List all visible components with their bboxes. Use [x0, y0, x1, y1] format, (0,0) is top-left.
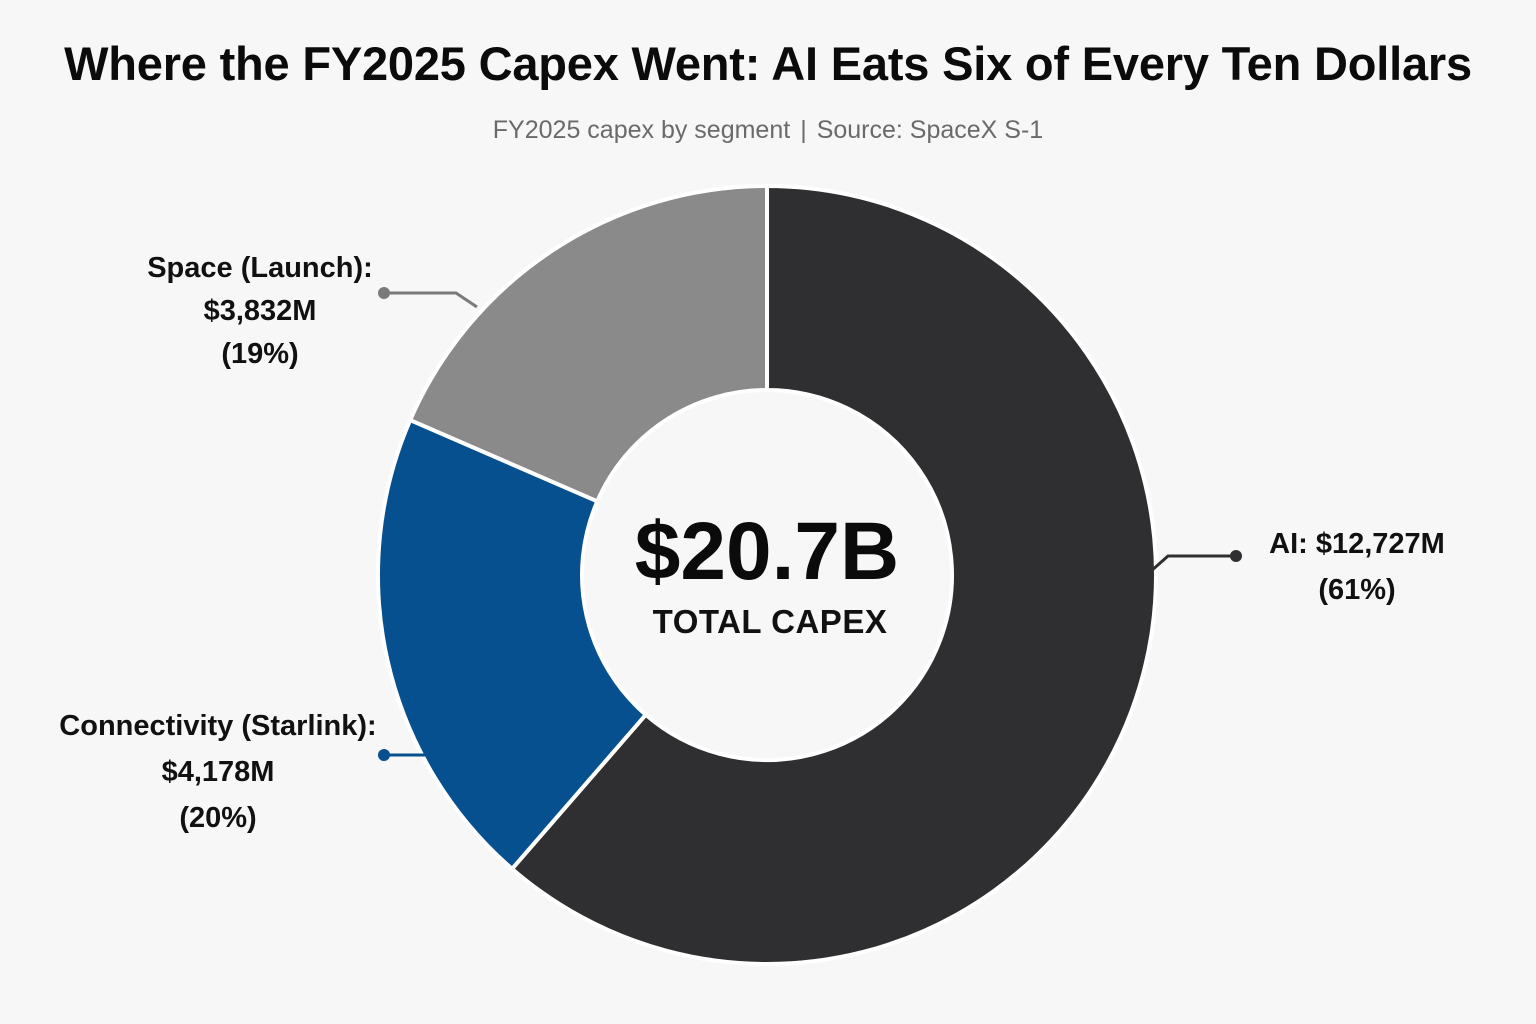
- slice-label-2-line-1: $3,832M: [204, 295, 317, 327]
- subtitle-source: Source: SpaceX S-1: [816, 116, 1044, 144]
- chart-subtitle: FY2025 capex by segment | Source: SpaceX S…: [0, 116, 1536, 145]
- chart-title: Where the FY2025 Capex Went: AI Eats Six…: [64, 37, 1472, 90]
- center-total-value: $20.7B: [635, 506, 899, 597]
- center-total-label: TOTAL CAPEX: [653, 603, 888, 640]
- slice-label-1-line-1: $4,178M: [162, 756, 275, 788]
- leader-dot-1: [378, 749, 390, 761]
- leader-line-2: [384, 291, 478, 309]
- slice-space-launch: [408, 184, 769, 504]
- slice-labels-group: AI: $12,727M (61%) Connectivity (Starlink)…: [59, 252, 1445, 834]
- leader-lines-group: [378, 287, 1242, 761]
- slice-label-0-line-1: (61%): [1318, 574, 1395, 606]
- slice-label-0-line-0: AI: $12,727M: [1269, 528, 1445, 560]
- leader-dot-2: [378, 287, 390, 299]
- slice-label-1-line-0: Connectivity (Starlink):: [59, 710, 376, 742]
- subtitle-description: FY2025 capex by segment: [492, 116, 791, 144]
- slices-group: [376, 184, 1158, 966]
- slice-label-2-line-0: Space (Launch):: [147, 252, 373, 284]
- slice-label-2-line-2: (19%): [221, 338, 298, 370]
- subtitle-separator: |: [800, 116, 807, 144]
- leader-dot-0: [1230, 550, 1242, 562]
- leader-line-0: [1149, 554, 1236, 574]
- slice-label-1-line-2: (20%): [179, 802, 256, 834]
- slice-ai: [510, 184, 1158, 966]
- slice-connectivity-starlink: [376, 418, 648, 871]
